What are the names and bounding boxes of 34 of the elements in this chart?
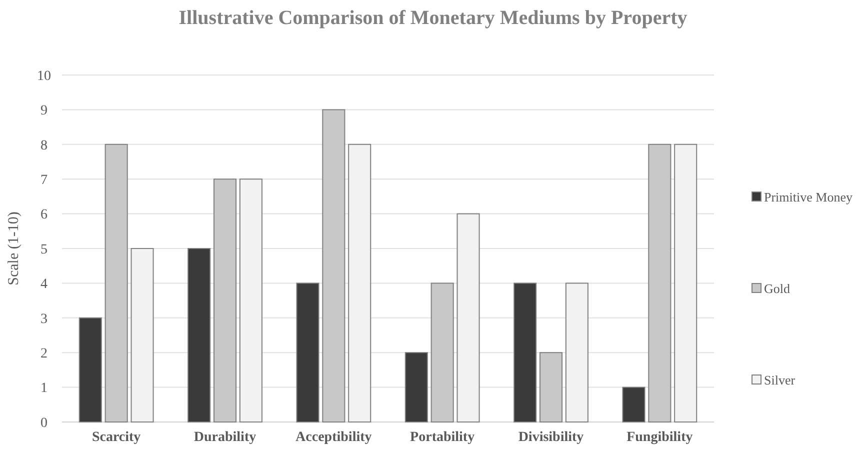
bar <box>348 144 372 422</box>
chart-title: Illustrative Comparison of Monetary Mediums by Property <box>178 7 688 29</box>
bar <box>514 282 537 422</box>
y-tick-label: 1 <box>40 381 48 396</box>
y-tick-label: 0 <box>40 416 48 431</box>
y-tick-label: 2 <box>40 346 48 362</box>
legend-label: Gold <box>764 281 790 296</box>
bar <box>296 282 320 422</box>
y-tick-label: 5 <box>40 242 48 258</box>
y-tick-label: 8 <box>40 138 48 154</box>
legend-label: Silver <box>764 372 796 388</box>
y-axis-title: Scale (1-10) <box>6 212 22 286</box>
y-tick-label: 10 <box>37 68 51 84</box>
y-tick-label: 9 <box>40 104 48 119</box>
y-tick-label: 3 <box>40 312 48 327</box>
y-tick-label: 7 <box>40 173 48 188</box>
x-tick-label: Fungibility <box>626 430 693 445</box>
bar <box>622 386 646 422</box>
y-tick-label: 4 <box>40 277 48 292</box>
x-tick-label: Divisibility <box>518 430 584 445</box>
bar <box>404 352 428 422</box>
x-tick-label: Acceptibility <box>296 430 372 445</box>
bar <box>78 317 102 422</box>
x-tick-label: Scarcity <box>92 430 141 445</box>
y-tick-label: 6 <box>40 208 48 223</box>
bar <box>239 178 262 422</box>
x-tick-label: Durability <box>194 430 256 445</box>
bar <box>188 248 211 422</box>
bar <box>456 213 480 422</box>
bar <box>130 248 154 422</box>
x-tick-label: Portability <box>410 430 475 445</box>
legend-label: Primitive Money <box>764 190 853 205</box>
bar <box>674 144 698 422</box>
bar <box>565 282 588 422</box>
